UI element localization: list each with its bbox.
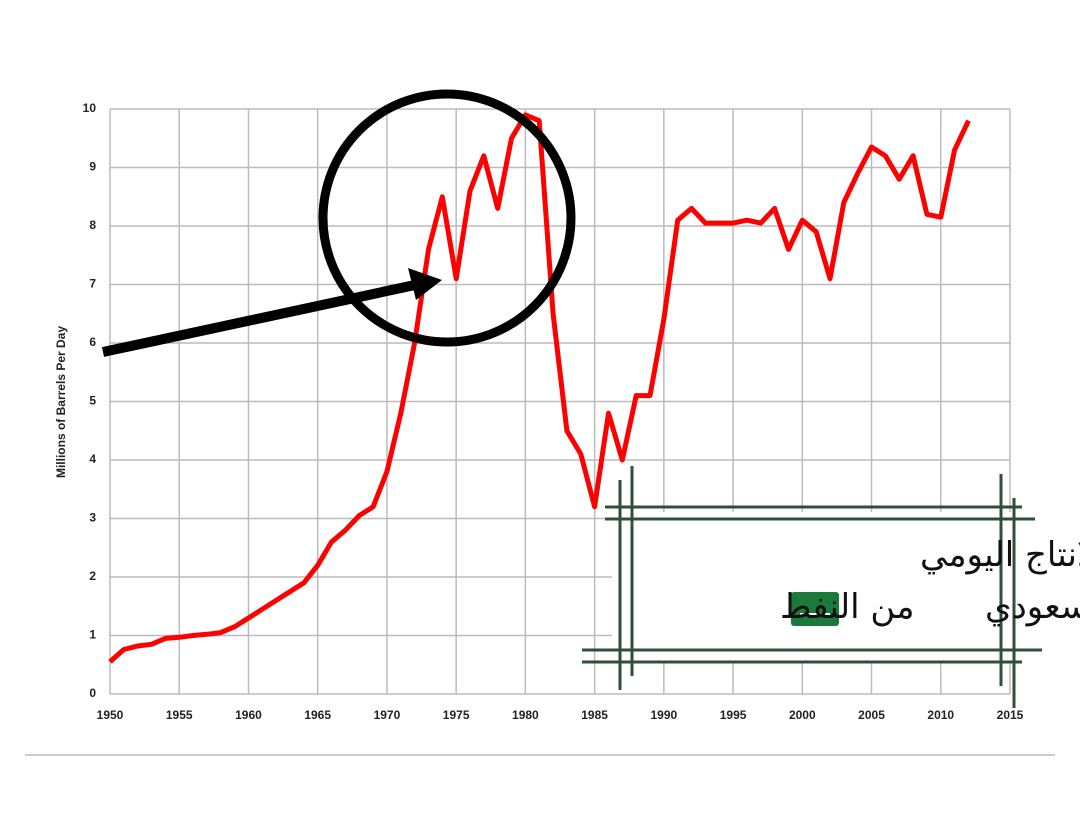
x-tick-label: 1995: [720, 708, 747, 722]
x-tick-label: 1950: [97, 708, 124, 722]
x-tick-label: 1980: [512, 708, 539, 722]
x-tick-label: 1970: [374, 708, 401, 722]
y-tick-label: 3: [89, 511, 96, 525]
x-tick-label: 1990: [650, 708, 677, 722]
highlight-circle: [318, 89, 576, 347]
plot: [108, 112, 971, 664]
caption-bg: [612, 512, 1012, 662]
y-tick-label: 9: [89, 160, 96, 174]
caption-frame: [582, 466, 1042, 708]
y-tick-label: 1: [89, 628, 96, 642]
x-tick-label: 1985: [581, 708, 608, 722]
caption-line2-left: من النفط: [780, 587, 914, 627]
arrow-head: [408, 268, 442, 300]
y-axis-label: Millions of Barrels Per Day: [54, 326, 68, 478]
y-tick-label: 7: [89, 277, 96, 291]
y-tick-label: 2: [89, 569, 96, 583]
caption-line1: الانتاج اليومي: [920, 535, 1080, 575]
x-tick-label: 2000: [789, 708, 816, 722]
x-tick-label: 1975: [443, 708, 470, 722]
x-tick-label: 1955: [166, 708, 193, 722]
x-tick-label: 1965: [304, 708, 331, 722]
caption-box: الانتاج اليومي السعودي من النفط: [582, 466, 1080, 708]
y-tick-label: 5: [89, 394, 96, 408]
x-tick-label: 2015: [997, 708, 1024, 722]
x-tick-label: 2010: [927, 708, 954, 722]
arrow-shaft: [101, 280, 417, 357]
x-tick-label: 1960: [235, 708, 262, 722]
y-tick-label: 8: [89, 218, 96, 232]
y-tick-label: 0: [89, 686, 96, 700]
x-tick-label: 2005: [858, 708, 885, 722]
y-tick-label: 6: [89, 335, 96, 349]
caption-line2-right: السعودي: [985, 587, 1080, 627]
y-tick-label: 4: [89, 452, 96, 466]
flag: [791, 592, 839, 626]
data-line: [108, 112, 971, 664]
y-tick-label: 10: [83, 101, 97, 115]
